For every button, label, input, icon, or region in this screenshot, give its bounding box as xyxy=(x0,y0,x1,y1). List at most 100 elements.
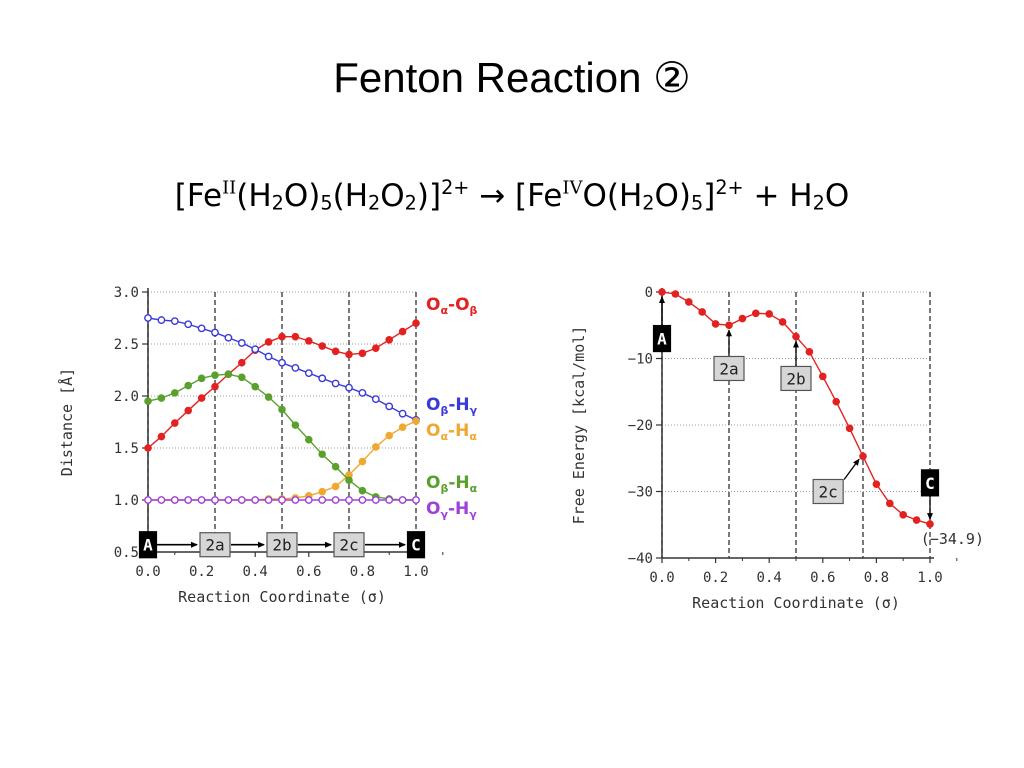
data-point xyxy=(318,450,327,459)
label-part: O xyxy=(426,295,440,315)
data-point xyxy=(778,318,787,326)
data-point xyxy=(251,496,260,504)
y-tick-label: −20 xyxy=(628,418,653,434)
formula-subscript: 2 xyxy=(271,191,284,215)
state-badge xyxy=(266,532,298,558)
data-point xyxy=(358,486,367,495)
y-tick-label: −30 xyxy=(628,485,653,501)
data-point xyxy=(926,520,934,528)
state-badge-label: C xyxy=(411,536,421,555)
data-point xyxy=(345,471,353,479)
x-tick-label: 0.0 xyxy=(135,564,160,580)
x-tick-label: 0.8 xyxy=(350,564,375,580)
data-point xyxy=(752,309,760,318)
reaction-formula: [FeII(H2O)5(H2O2)]2+ → [FeIVO(H2O)5]2+ +… xyxy=(0,166,1024,225)
label-part: H xyxy=(455,421,469,441)
data-point xyxy=(278,358,286,367)
data-point xyxy=(345,383,353,392)
data-point xyxy=(184,496,193,504)
formula-subscript: 2 xyxy=(812,191,825,215)
x-tick-label: 1.0 xyxy=(917,570,942,586)
legend-entry: Oα-Oβ xyxy=(426,295,478,317)
y-axis-label: Free Energy [kcal/mol] xyxy=(570,326,588,525)
state-badge xyxy=(138,531,158,559)
data-point xyxy=(912,516,921,524)
data-point xyxy=(819,372,827,381)
state-badge-label: 2c xyxy=(339,536,358,555)
x-tick-label: 0.2 xyxy=(703,570,728,586)
data-point xyxy=(872,480,881,488)
formula-text: + H xyxy=(743,177,813,214)
data-point xyxy=(238,358,246,367)
data-point xyxy=(398,496,407,504)
label-part: - xyxy=(448,499,455,519)
data-point xyxy=(358,457,367,466)
data-point xyxy=(398,423,407,432)
data-point xyxy=(251,345,260,354)
data-point xyxy=(184,320,193,329)
formula-text: O(H xyxy=(582,177,643,214)
state-badge xyxy=(812,478,844,505)
label-part: β xyxy=(440,404,448,417)
state-badge-label: 2a xyxy=(719,359,738,378)
state-badge-label: A xyxy=(657,330,667,349)
y-tick-label: 0 xyxy=(645,285,653,301)
data-point xyxy=(658,288,666,296)
label-part: α xyxy=(440,304,448,317)
formula-text: O) xyxy=(283,177,321,214)
legend-entry: Oβ-Hγ xyxy=(426,395,478,417)
formula-text: → [Fe xyxy=(469,177,563,214)
x-tick-label: 0.4 xyxy=(757,570,782,586)
data-point xyxy=(398,409,407,418)
formula-text: O xyxy=(824,177,850,214)
data-point xyxy=(264,496,273,504)
data-point xyxy=(331,347,340,356)
label-part: - xyxy=(448,473,455,493)
data-point xyxy=(859,452,867,461)
state-badge xyxy=(920,469,940,497)
distance-chart: 0.5 1.0 1.5 2.0 2.5 3.0 0.0 0.2 0.4 0.6 0.8 1.0 Reac… xyxy=(57,285,478,606)
data-point xyxy=(184,381,192,390)
x-tick-label: 1.0 xyxy=(403,564,428,580)
data-point xyxy=(412,417,420,425)
data-point xyxy=(685,298,693,306)
label-part: H xyxy=(455,499,469,519)
data-point xyxy=(385,336,394,344)
data-point xyxy=(305,337,313,345)
label-part: - xyxy=(448,295,455,315)
data-point xyxy=(197,374,206,383)
label-part: α xyxy=(440,430,448,443)
label-part: γ xyxy=(470,404,478,417)
x-tick-label: 0.2 xyxy=(189,564,214,580)
page-title: Fenton Reaction ② xyxy=(333,54,691,101)
label-part: O xyxy=(455,295,469,315)
legend-entry: Oα-Hα xyxy=(426,421,477,443)
state-badge xyxy=(406,531,426,559)
data-point xyxy=(144,496,152,504)
data-point xyxy=(385,496,394,504)
label-part: γ xyxy=(469,508,477,521)
y-tick-label: 2.0 xyxy=(114,389,139,405)
data-point xyxy=(318,487,327,496)
x-tick-label: 0.4 xyxy=(243,564,268,580)
y-tick-label: −40 xyxy=(628,551,653,567)
label-part: - xyxy=(448,395,455,415)
data-point xyxy=(278,332,286,341)
data-point xyxy=(264,338,273,346)
formula-text: O) xyxy=(654,177,691,214)
data-point xyxy=(144,444,152,452)
data-point xyxy=(345,496,353,504)
label-part: O xyxy=(426,421,440,441)
data-point xyxy=(671,290,680,298)
legend-entry: Oβ-Hα xyxy=(426,473,478,495)
data-point xyxy=(412,319,420,328)
legend-entry: Oγ-Hγ xyxy=(426,499,477,521)
data-point xyxy=(304,369,313,378)
formula-text: (H xyxy=(332,177,369,214)
state-badge-label: A xyxy=(143,536,153,555)
data-point xyxy=(224,496,233,504)
data-point xyxy=(291,421,300,429)
x-axis-label: Reaction Coordinate (σ) xyxy=(178,588,386,606)
data-point xyxy=(157,432,166,441)
